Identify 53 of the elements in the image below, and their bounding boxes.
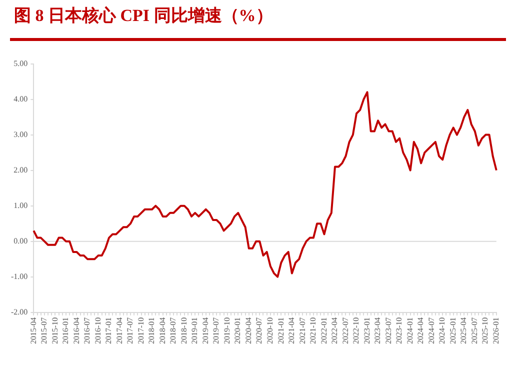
x-tick-label: 2021-04 [287, 317, 296, 344]
x-tick-label: 2020-01 [233, 317, 242, 344]
y-tick-label: 3.00 [14, 130, 28, 139]
x-tick-label: 2018-04 [158, 317, 167, 344]
x-tick-label: 2015-07 [40, 317, 49, 344]
x-tick-label: 2025-07 [470, 317, 479, 344]
x-tick-label: 2017-10 [136, 317, 146, 344]
x-tick-label: 2022-01 [319, 317, 328, 344]
x-tick-label: 2016-01 [61, 317, 70, 344]
x-tick-label: 2024-10 [438, 317, 447, 344]
x-tick-label: 2022-07 [340, 317, 350, 344]
x-tick-label: 2023-04 [373, 317, 382, 344]
x-tick-label: 2020-04 [244, 317, 253, 344]
x-tick-label: 2025-01 [448, 317, 458, 344]
x-tick-label: 2019-07 [212, 317, 221, 344]
x-tick-label: 2017-01 [104, 317, 114, 344]
x-tick-label: 2017-04 [114, 317, 124, 344]
y-tick-label: 5.00 [14, 58, 28, 68]
y-tick-label: 0.00 [14, 236, 28, 246]
x-tick-label: 2024-01 [405, 317, 414, 344]
x-tick-label: 2017-07 [126, 317, 135, 344]
y-tick-label: 2.00 [14, 165, 28, 174]
x-tick-label: 2023-01 [362, 317, 372, 344]
y-tick-label: -2.00 [10, 307, 28, 316]
x-tick-label: 2020-10 [266, 317, 275, 344]
y-tick-label: 4.00 [14, 94, 28, 104]
x-tick-label: 2019-10 [222, 317, 232, 344]
x-tick-label: 2022-04 [330, 317, 340, 344]
x-tick-label: 2016-10 [93, 317, 102, 344]
x-tick-label: 2024-07 [426, 317, 436, 344]
x-tick-label: 2019-01 [190, 317, 200, 344]
x-tick-label: 2020-07 [254, 317, 264, 344]
x-tick-label: 2026-01 [491, 317, 500, 344]
x-tick-label: 2019-04 [200, 317, 210, 344]
x-tick-label: 2023-07 [384, 317, 393, 344]
x-tick-label: 2024-04 [416, 317, 426, 344]
x-tick-label: 2021-10 [308, 317, 318, 344]
chart-title: 图 8 日本核心 CPI 同比增速（%） [14, 5, 273, 27]
x-tick-label: 2018-01 [147, 317, 156, 344]
x-tick-label: 2025-04 [459, 317, 468, 344]
x-tick-label: 2016-07 [82, 317, 92, 344]
x-tick-label: 2021-01 [276, 317, 286, 344]
y-tick-label: -1.00 [10, 272, 28, 281]
x-tick-label: 2022-10 [352, 317, 361, 344]
x-tick-label: 2015-04 [28, 317, 38, 344]
x-tick-label: 2021-07 [298, 317, 307, 344]
y-tick-label: 1.00 [14, 200, 28, 210]
x-tick-label: 2025-10 [480, 317, 490, 344]
x-tick-label: 2023-10 [394, 317, 404, 344]
x-tick-label: 2015-10 [50, 317, 60, 344]
x-tick-label: 2018-07 [168, 317, 178, 344]
x-tick-label: 2018-10 [179, 317, 188, 344]
x-tick-label: 2016-04 [72, 317, 81, 344]
